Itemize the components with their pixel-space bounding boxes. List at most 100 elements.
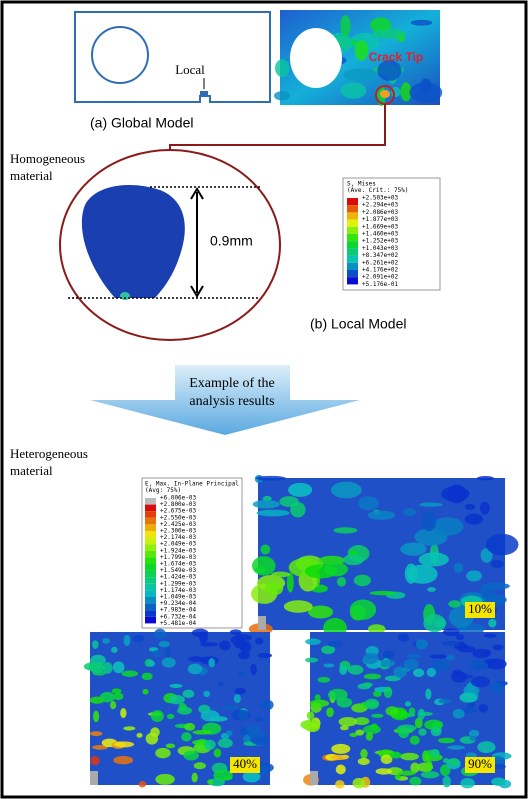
legend-swatch — [145, 571, 156, 578]
contour-patch — [246, 725, 261, 732]
contour-patch — [438, 699, 451, 704]
contour-patch — [480, 502, 490, 515]
contour-patch — [430, 749, 439, 757]
contour-patch — [331, 482, 362, 499]
contour-patch — [155, 748, 170, 759]
contour-patch — [384, 687, 393, 698]
contour-patch — [89, 662, 105, 673]
crack-region — [90, 771, 98, 785]
contour-patch — [219, 640, 231, 650]
contour-patch — [398, 634, 410, 642]
contour-patch — [235, 688, 246, 695]
contour-patch — [432, 517, 463, 535]
contour-patch — [223, 705, 239, 710]
legend-swatch — [145, 577, 156, 584]
crack-tip-label: Crack Tip — [369, 50, 423, 64]
contour-patch — [421, 771, 439, 778]
contour-patch — [419, 552, 449, 566]
legend-subtitle: (Avg: 75%) — [145, 487, 181, 494]
contour-patch — [252, 556, 276, 575]
contour-patch — [432, 659, 450, 671]
contour-patch — [405, 701, 411, 706]
legend-label: +1.252e+03 — [362, 238, 399, 245]
contour-patch — [169, 684, 182, 688]
legend-swatch — [347, 198, 358, 205]
legend-subtitle: (Ave. Crit.: 75%) — [347, 187, 408, 194]
local-label: Local — [175, 62, 205, 77]
legend-swatch — [145, 511, 156, 518]
global-outline — [75, 12, 270, 102]
legend-swatch — [145, 564, 156, 571]
contour-patch — [240, 641, 252, 653]
contour-patch — [481, 583, 509, 590]
contour-patch — [142, 673, 153, 680]
contour-patch — [323, 663, 334, 667]
contour-patch — [460, 778, 474, 788]
contour-patch — [390, 752, 402, 759]
legend-label: +2.503e+03 — [362, 195, 399, 202]
contour-patch — [256, 510, 289, 517]
contour-patch — [162, 658, 176, 668]
contour-patch — [255, 638, 263, 645]
contour-patch — [366, 732, 373, 741]
contour-patch — [371, 723, 378, 730]
contour-patch — [456, 634, 465, 640]
connector — [170, 104, 385, 152]
contour-patch — [447, 485, 467, 504]
figure: Local Crack Tip (a) Global Model Homogen… — [0, 0, 528, 799]
legend-label: +8.347e+02 — [362, 252, 399, 259]
contour-patch — [181, 732, 191, 741]
legend-swatch — [145, 544, 156, 551]
contour-patch — [430, 654, 447, 658]
contour-patch — [488, 619, 496, 628]
contour-patch — [120, 708, 126, 718]
legend-swatch — [347, 234, 358, 241]
contour-patch — [486, 534, 519, 556]
contour-patch — [421, 512, 436, 532]
legend-swatch — [347, 205, 358, 212]
contour-patch — [348, 665, 363, 675]
contour-patch — [114, 741, 134, 747]
contour-patch — [100, 692, 115, 703]
contour-patch — [279, 496, 298, 507]
contour-patch — [142, 689, 148, 695]
legend-swatch — [347, 248, 358, 255]
contour-patch — [153, 650, 162, 657]
contour-patch — [454, 563, 464, 573]
contour-patch — [230, 629, 242, 634]
legend-swatch — [145, 505, 156, 512]
contour-patch — [226, 731, 233, 736]
contour-patch — [484, 659, 497, 664]
contour-patch — [271, 572, 290, 578]
contour-patch — [151, 710, 164, 722]
legend-swatch — [145, 597, 156, 604]
contour-patch — [237, 671, 245, 677]
contour-patch — [484, 633, 497, 637]
contour-patch — [409, 777, 421, 786]
contour-patch — [305, 657, 318, 662]
contour-patch — [448, 758, 459, 765]
contour-patch — [256, 476, 286, 481]
legend-swatch — [347, 212, 358, 219]
contour-patch — [425, 688, 431, 699]
legend-label: +1.877e+03 — [362, 216, 399, 223]
contour-patch — [406, 654, 421, 658]
legend-swatch — [145, 531, 156, 538]
contour-patch — [451, 671, 467, 682]
contour-patch — [477, 476, 494, 480]
legend-swatch — [347, 227, 358, 234]
contour-panel: 90% — [301, 628, 512, 788]
contour-patch — [133, 635, 145, 642]
local-region — [200, 91, 208, 97]
contour-patch — [167, 714, 174, 719]
contour-patch — [438, 738, 455, 744]
legend-label: +4.176e+02 — [362, 267, 399, 274]
contour-patch — [490, 682, 503, 694]
contour-patch — [337, 698, 353, 708]
contour-patch — [409, 707, 416, 714]
contour-patch — [442, 776, 450, 788]
contour-patch — [218, 738, 233, 748]
contour-patch — [339, 717, 358, 726]
contour-patch — [326, 707, 334, 717]
contour-patch — [184, 751, 199, 761]
